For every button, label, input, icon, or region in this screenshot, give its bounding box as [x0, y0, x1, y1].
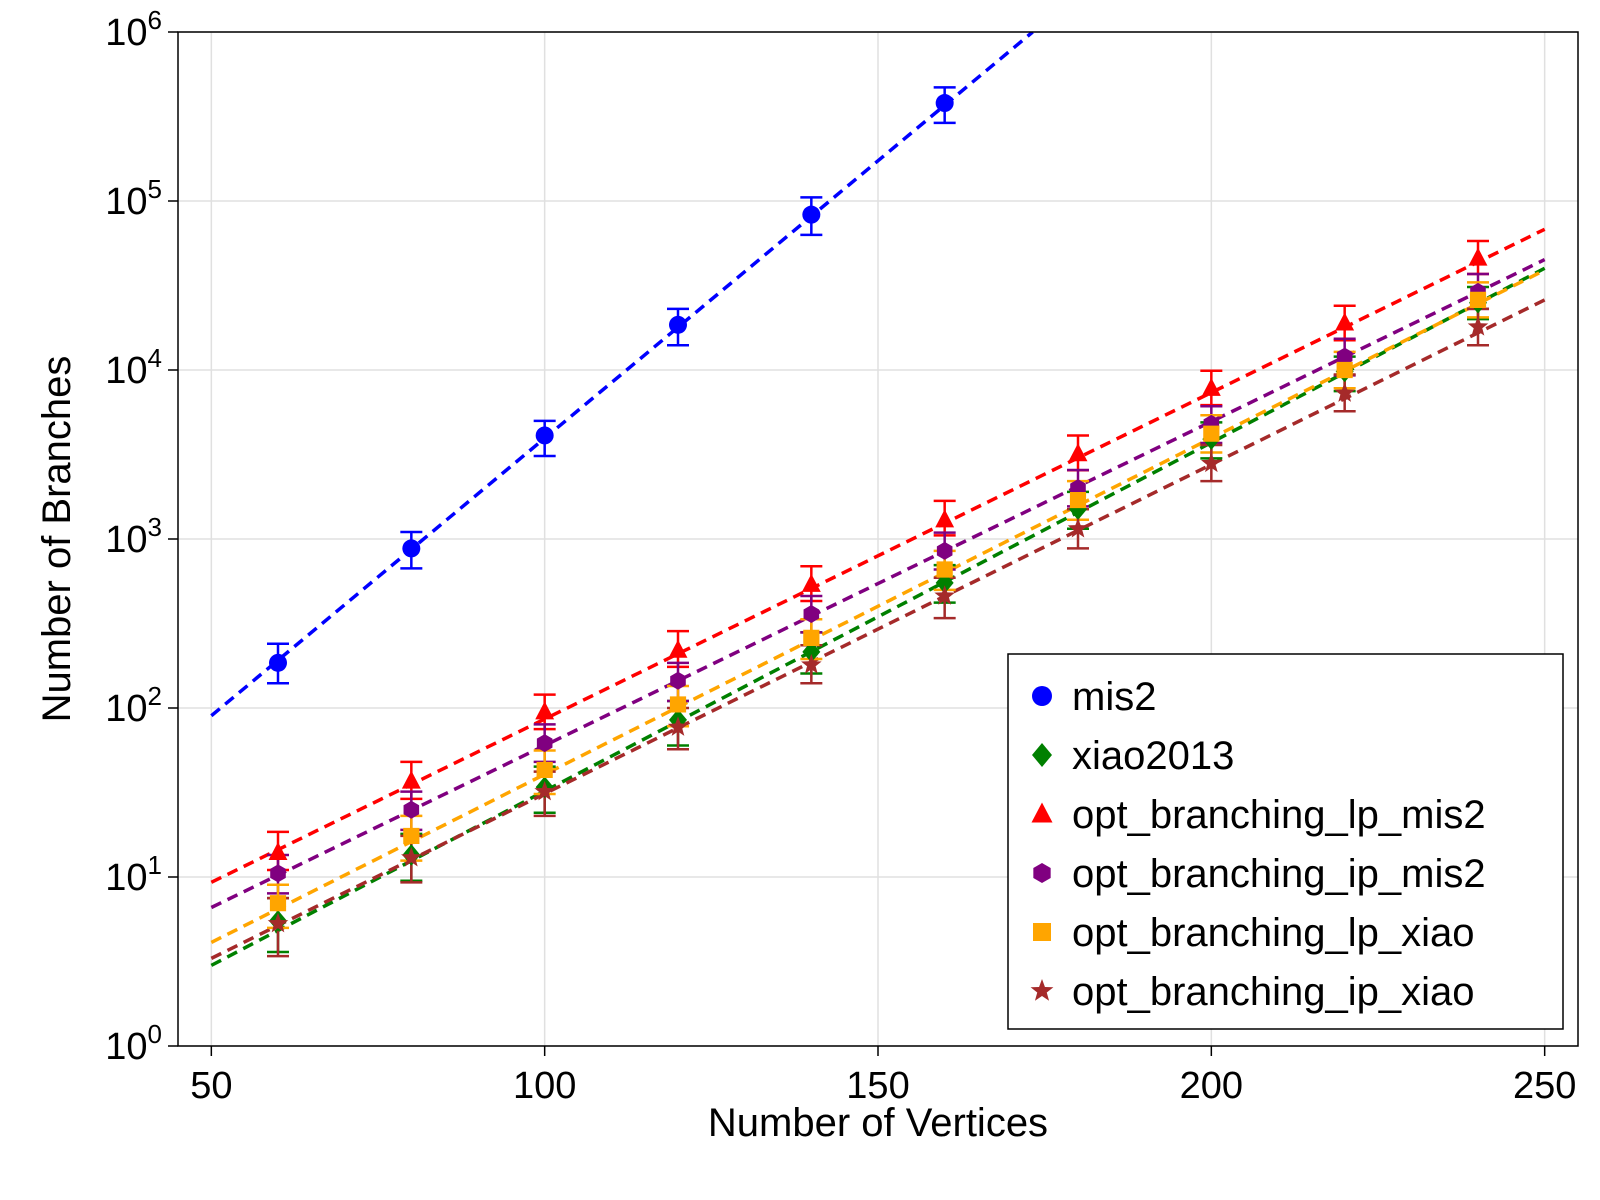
- y-tick-label: 102: [105, 681, 162, 730]
- fit-line-mis2: [210, 32, 1034, 718]
- point-opt-branching-lp-mis2: [401, 770, 421, 789]
- y-tick-exponent: 6: [148, 5, 162, 35]
- y-tick-label: 100: [105, 1019, 162, 1068]
- legend-marker-opt-branching-lp-mis2: [1031, 802, 1053, 823]
- point-opt-branching-lp-mis2: [268, 841, 288, 860]
- y-tick-base: 10: [105, 12, 147, 54]
- fit-line-opt-branching-lp-xiao: [210, 268, 1546, 945]
- point-opt-branching-lp-mis2: [668, 639, 688, 658]
- legend-label-opt-branching-lp-xiao: opt_branching_lp_xiao: [1072, 911, 1475, 955]
- point-opt-branching-lp-mis2: [1335, 312, 1355, 331]
- point-mis2: [402, 539, 421, 558]
- point-opt-branching-lp-mis2: [535, 701, 555, 720]
- y-tick-exponent: 2: [148, 681, 162, 711]
- y-axis-title: Number of Branches: [35, 356, 79, 723]
- y-tick-label: 105: [105, 174, 162, 223]
- point-mis2: [269, 653, 287, 672]
- point-opt-branching-ip-xiao: [1467, 316, 1489, 336]
- legend-label-opt-branching-ip-mis2: opt_branching_ip_mis2: [1072, 852, 1486, 896]
- fit-line-opt-branching-ip-xiao: [210, 298, 1546, 960]
- point-opt-branching-ip-xiao: [1067, 517, 1089, 538]
- fit-line-opt-branching-lp-mis2: [210, 227, 1546, 884]
- y-tick-base: 10: [105, 350, 147, 392]
- legend-marker-opt-branching-ip-mis2: [1033, 863, 1051, 883]
- point-opt-branching-lp-xiao: [403, 827, 420, 845]
- point-opt-branching-ip-xiao: [1201, 452, 1222, 473]
- x-tick-label: 100: [513, 1065, 576, 1107]
- legend: mis2 xiao2013 opt_branching_lp_mis2 opt_bra…: [1007, 653, 1564, 1030]
- legend-marker-opt-branching-ip-xiao: [1030, 979, 1054, 1001]
- point-mis2: [669, 315, 687, 334]
- y-tick-label: 103: [105, 512, 162, 561]
- fit-lines: [210, 32, 1546, 967]
- point-opt-branching-lp-xiao: [1203, 425, 1220, 442]
- fit-line-opt-branching-ip-mis2: [210, 258, 1546, 910]
- y-tick-base: 10: [105, 519, 147, 561]
- point-opt-branching-lp-xiao: [803, 629, 820, 646]
- point-opt-branching-ip-xiao: [1334, 382, 1355, 402]
- point-opt-branching-ip-xiao: [534, 780, 555, 801]
- point-opt-branching-ip-mis2: [270, 864, 286, 883]
- point-opt-branching-lp-mis2: [801, 573, 821, 592]
- legend-label-xiao2013: xiao2013: [1072, 734, 1234, 778]
- legend-box: [1007, 653, 1564, 1030]
- point-opt-branching-lp-mis2: [1468, 247, 1488, 266]
- legend-label-opt-branching-ip-xiao: opt_branching_ip_xiao: [1072, 970, 1475, 1014]
- y-tick-base: 10: [105, 688, 147, 730]
- point-opt-branching-lp-mis2: [935, 509, 955, 528]
- y-tick-exponent: 3: [148, 512, 162, 542]
- y-tick-exponent: 1: [148, 850, 162, 880]
- point-opt-branching-ip-xiao: [934, 585, 955, 605]
- y-tick-exponent: 4: [148, 343, 162, 373]
- point-opt-branching-ip-mis2: [936, 541, 953, 560]
- point-opt-branching-lp-xiao: [1069, 491, 1087, 509]
- point-xiao2013: [802, 641, 821, 663]
- x-tick-label: 50: [190, 1065, 232, 1107]
- point-opt-branching-lp-xiao: [1469, 291, 1487, 308]
- point-opt-branching-lp-xiao: [669, 696, 687, 713]
- legend-marker-opt-branching-lp-xiao: [1033, 923, 1051, 941]
- point-opt-branching-lp-xiao: [936, 561, 953, 578]
- point-mis2: [535, 426, 554, 445]
- x-tick-label: 250: [1513, 1065, 1576, 1107]
- point-opt-branching-lp-xiao: [1336, 361, 1353, 379]
- point-opt-branching-ip-mis2: [1336, 347, 1353, 366]
- y-tick-exponent: 0: [148, 1019, 162, 1049]
- legend-marker-xiao2013: [1032, 743, 1052, 767]
- x-tick-label: 150: [846, 1065, 909, 1107]
- legend-label-opt-branching-lp-mis2: opt_branching_lp_mis2: [1072, 793, 1486, 837]
- legend-label-mis2: mis2: [1072, 675, 1156, 719]
- y-tick-label: 101: [105, 850, 162, 899]
- point-opt-branching-ip-xiao: [401, 846, 422, 867]
- legend-marker-mis2: [1032, 686, 1052, 706]
- point-opt-branching-ip-mis2: [403, 800, 420, 819]
- point-opt-branching-lp-mis2: [1068, 443, 1088, 462]
- point-opt-branching-lp-xiao: [269, 895, 287, 912]
- y-tick-base: 10: [105, 857, 147, 899]
- y-tick-base: 10: [105, 181, 147, 223]
- x-axis-title: Number of Vertices: [708, 1101, 1048, 1145]
- point-opt-branching-ip-xiao: [801, 654, 822, 674]
- point-mis2: [935, 94, 954, 113]
- point-opt-branching-ip-mis2: [803, 604, 820, 623]
- data-points: [267, 94, 1489, 933]
- x-tick-label: 200: [1180, 1065, 1243, 1107]
- y-tick-exponent: 5: [148, 174, 162, 204]
- y-tick-label: 106: [105, 5, 162, 54]
- point-opt-branching-lp-mis2: [1201, 377, 1221, 396]
- point-opt-branching-lp-xiao: [536, 761, 553, 779]
- y-tick-label: 104: [105, 343, 162, 392]
- point-opt-branching-ip-mis2: [670, 671, 686, 690]
- point-opt-branching-ip-mis2: [536, 734, 553, 753]
- point-opt-branching-ip-xiao: [667, 716, 689, 736]
- point-opt-branching-ip-xiao: [267, 912, 289, 933]
- y-tick-base: 10: [105, 1026, 147, 1068]
- point-mis2: [802, 205, 821, 224]
